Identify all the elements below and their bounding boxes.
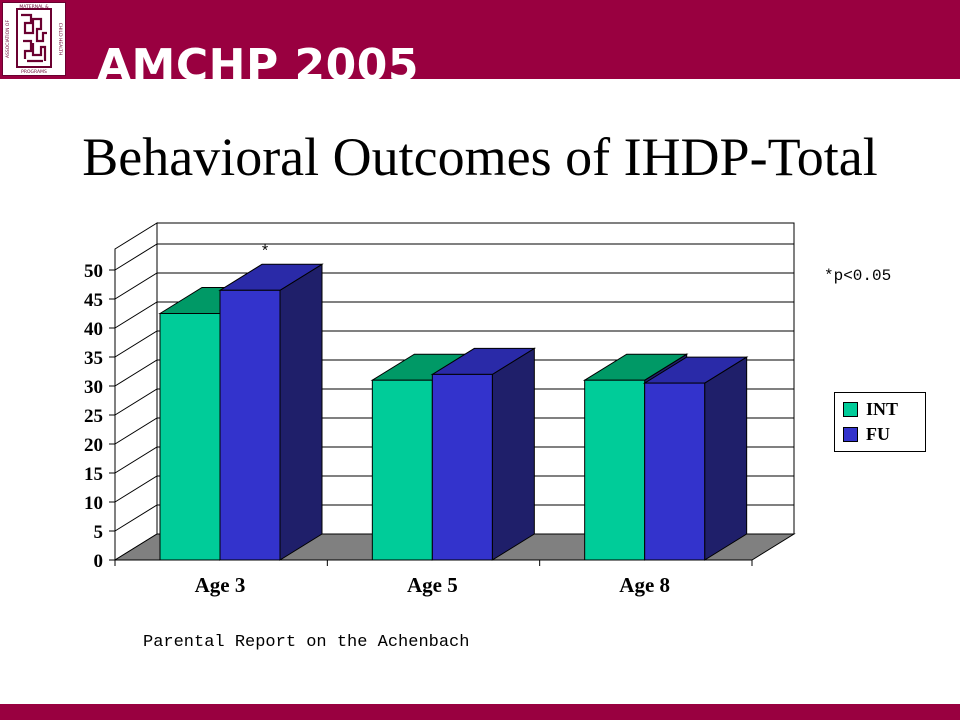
legend-item-fu: FU xyxy=(843,424,890,444)
svg-text:PROGRAMS: PROGRAMS xyxy=(21,69,47,75)
significance-asterisk: * xyxy=(260,243,270,261)
y-tick-label: 50 xyxy=(84,261,103,282)
gridline xyxy=(114,243,794,271)
y-tick-label: 30 xyxy=(84,377,103,398)
x-tick-label: Age 3 xyxy=(195,573,246,597)
gridline xyxy=(114,301,794,329)
gridline xyxy=(114,417,794,445)
gridline xyxy=(114,446,794,474)
legend-label-int: INT xyxy=(866,398,899,419)
chart-legend: INT FU xyxy=(834,392,926,452)
y-tick-label: 5 xyxy=(94,522,104,543)
header-banner xyxy=(0,0,960,79)
y-tick-label: 10 xyxy=(84,493,103,514)
gridline xyxy=(114,475,794,503)
y-tick-label: 45 xyxy=(84,290,103,311)
y-tick-label: 35 xyxy=(84,348,103,369)
y-tick-label: 20 xyxy=(84,435,103,456)
slide-title: Behavioral Outcomes of IHDP-Total xyxy=(82,127,878,187)
y-tick-label: 15 xyxy=(84,464,103,485)
bar-fu-age-8-side xyxy=(704,356,748,561)
y-tick-label: 40 xyxy=(84,319,103,340)
svg-text:ASSOCIATION OF: ASSOCIATION OF xyxy=(5,20,11,58)
legend-label-fu: FU xyxy=(866,423,890,444)
bar-fu-age-3-side xyxy=(279,263,323,561)
svg-text:MATERNAL &: MATERNAL & xyxy=(19,4,49,10)
gridline xyxy=(114,359,794,387)
bar-fu-age-5 xyxy=(431,373,493,561)
legend-swatch-int xyxy=(843,401,858,417)
footer-bar xyxy=(0,704,960,720)
bar-int-age-8 xyxy=(584,379,646,561)
legend-swatch-fu xyxy=(843,426,858,442)
y-tick-label: 25 xyxy=(84,406,103,427)
bar-int-age-5 xyxy=(371,379,433,561)
legend-item-int: INT xyxy=(843,399,898,419)
y-tick-label: 0 xyxy=(94,551,104,572)
footnote: Parental Report on the Achenbach xyxy=(143,633,470,652)
gridline xyxy=(114,504,794,532)
bar-fu-age-5-side xyxy=(491,347,535,561)
gridline xyxy=(114,388,794,416)
gridline xyxy=(114,330,794,358)
bar-int-age-3 xyxy=(159,313,221,561)
bar-fu-age-3 xyxy=(219,289,281,561)
x-tick-label: Age 5 xyxy=(407,573,458,597)
amchp-logo: ASSOCIATION OF CHILD HEALTH MATERNAL & P… xyxy=(2,2,66,76)
svg-text:CHILD HEALTH: CHILD HEALTH xyxy=(57,23,63,56)
conference-title: AMCHP 2005 Conference xyxy=(97,40,419,79)
significance-note: *p<0.05 xyxy=(824,267,892,285)
bar-fu-age-8 xyxy=(644,382,706,561)
gridline xyxy=(114,272,794,300)
x-tick-label: Age 8 xyxy=(619,573,670,597)
